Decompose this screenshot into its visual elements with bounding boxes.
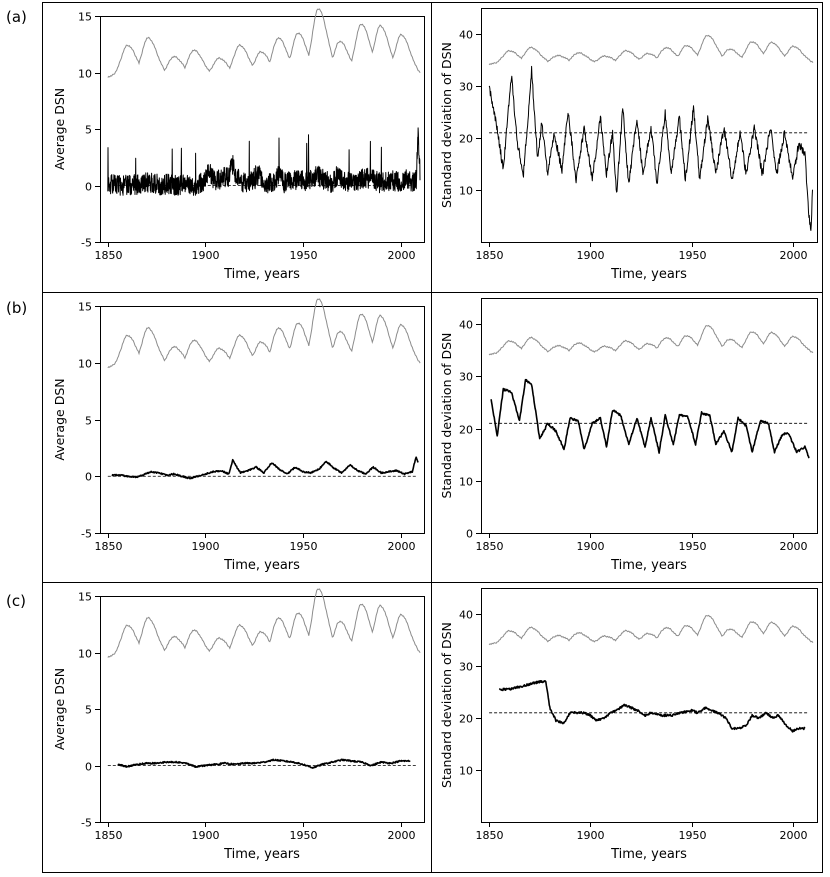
plot-area-frame <box>481 298 818 534</box>
x-axis-label: Time, years <box>610 558 687 573</box>
plot-area-frame <box>100 306 425 534</box>
data-series-line <box>498 680 806 733</box>
x-tick-label: 1900 <box>192 249 220 262</box>
chart-c-average-dsn: Time, years Average DSN 1850 1900 1950 2000… <box>52 588 425 862</box>
y-tick-label: 20 <box>459 713 473 726</box>
data-series-line <box>117 758 411 769</box>
x-tick-label: 2000 <box>388 540 416 553</box>
y-tick-label: 10 <box>459 185 473 198</box>
x-tick-label: 2000 <box>780 249 808 262</box>
y-tick-label: 0 <box>85 181 92 194</box>
sunspot-reference-line <box>107 298 421 369</box>
y-tick-label: 0 <box>85 471 92 484</box>
data-series-line <box>111 456 419 480</box>
y-axis-label: Average DSN <box>52 88 67 170</box>
x-tick-label: 2000 <box>780 829 808 842</box>
y-tick-label: 5 <box>85 124 92 137</box>
x-axis-label: Time, years <box>610 847 687 862</box>
y-tick-label: -5 <box>81 237 92 250</box>
y-axis-label: Average DSN <box>52 668 67 750</box>
sunspot-reference-line <box>107 588 421 658</box>
x-tick-label: 1950 <box>290 829 318 842</box>
x-tick-label: 1950 <box>290 540 318 553</box>
row-label-a: (a) <box>6 8 27 26</box>
y-tick-label: 40 <box>459 609 473 622</box>
row-label-c: (c) <box>6 592 26 610</box>
x-tick-label: 1850 <box>95 249 123 262</box>
x-tick-label: 1900 <box>577 540 605 553</box>
x-tick-label: 1900 <box>577 249 605 262</box>
y-tick-label: 15 <box>78 301 92 314</box>
sunspot-reference-line <box>488 324 814 356</box>
y-axis-label: Standard deviation of DSN <box>439 333 454 499</box>
y-tick-label: 20 <box>459 133 473 146</box>
x-tick-label: 1950 <box>290 249 318 262</box>
x-tick-label: 1900 <box>577 829 605 842</box>
y-tick-label: 15 <box>78 591 92 604</box>
plot-area-frame <box>481 588 818 823</box>
chart-b-average-dsn: Time, years Average DSN 1850 1900 1950 2000… <box>52 298 425 573</box>
x-tick-label: 2000 <box>388 829 416 842</box>
y-tick-label: 10 <box>78 358 92 371</box>
y-axis-label: Standard deviation of DSN <box>439 622 454 788</box>
y-tick-label: 0 <box>466 528 473 541</box>
y-tick-label: 10 <box>78 68 92 81</box>
chart-a-average-dsn: Time, years Average DSN 1850 1900 1950 2000… <box>52 8 425 282</box>
x-axis-label: Time, years <box>223 847 300 862</box>
x-axis-label: Time, years <box>223 558 300 573</box>
x-tick-label: 1900 <box>192 540 220 553</box>
chart-c-std-dsn: Time, years Standard deviation of DSN 18… <box>439 588 818 862</box>
sunspot-reference-line <box>107 8 421 78</box>
data-series-line <box>490 378 810 459</box>
panel-frames <box>42 2 823 873</box>
x-tick-label: 1850 <box>476 829 504 842</box>
plot-area-frame <box>100 596 425 823</box>
chart-b-std-dsn: Time, years Standard deviation of DSN 18… <box>439 298 818 573</box>
outer-frame <box>42 2 823 873</box>
y-axis-label: Standard deviation of DSN <box>439 42 454 208</box>
y-tick-label: 0 <box>85 761 92 774</box>
plot-area-frame <box>100 16 425 243</box>
chart-a-std-dsn: Time, years Standard deviation of DSN 18… <box>439 8 818 282</box>
y-tick-label: 40 <box>459 319 473 332</box>
x-axis-label: Time, years <box>223 267 300 282</box>
y-axis-label: Average DSN <box>52 378 67 460</box>
x-tick-label: 1850 <box>95 540 123 553</box>
y-tick-label: 15 <box>78 11 92 24</box>
x-tick-label: 1850 <box>476 249 504 262</box>
y-tick-label: 5 <box>85 415 92 428</box>
x-tick-label: 1850 <box>476 540 504 553</box>
y-tick-label: 20 <box>459 424 473 437</box>
x-tick-label: 1950 <box>679 249 707 262</box>
x-tick-label: 2000 <box>780 540 808 553</box>
y-tick-label: 30 <box>459 81 473 94</box>
y-tick-label: 5 <box>85 704 92 717</box>
x-axis-label: Time, years <box>610 267 687 282</box>
x-tick-label: 1950 <box>679 540 707 553</box>
y-tick-label: 10 <box>459 765 473 778</box>
y-tick-label: -5 <box>81 817 92 830</box>
data-series-line <box>488 65 813 231</box>
y-tick-label: -5 <box>81 528 92 541</box>
x-tick-label: 1850 <box>95 829 123 842</box>
x-tick-label: 2000 <box>388 249 416 262</box>
y-tick-label: 10 <box>459 476 473 489</box>
y-tick-label: 30 <box>459 371 473 384</box>
x-tick-label: 1900 <box>192 829 220 842</box>
sunspot-reference-line <box>488 614 814 646</box>
y-tick-label: 10 <box>78 648 92 661</box>
row-label-b: (b) <box>6 299 28 317</box>
x-tick-label: 1950 <box>679 829 707 842</box>
sunspot-reference-line <box>488 34 814 66</box>
data-series-line <box>107 127 421 196</box>
y-tick-label: 40 <box>459 29 473 42</box>
plot-area-frame <box>481 8 818 243</box>
y-tick-label: 30 <box>459 661 473 674</box>
